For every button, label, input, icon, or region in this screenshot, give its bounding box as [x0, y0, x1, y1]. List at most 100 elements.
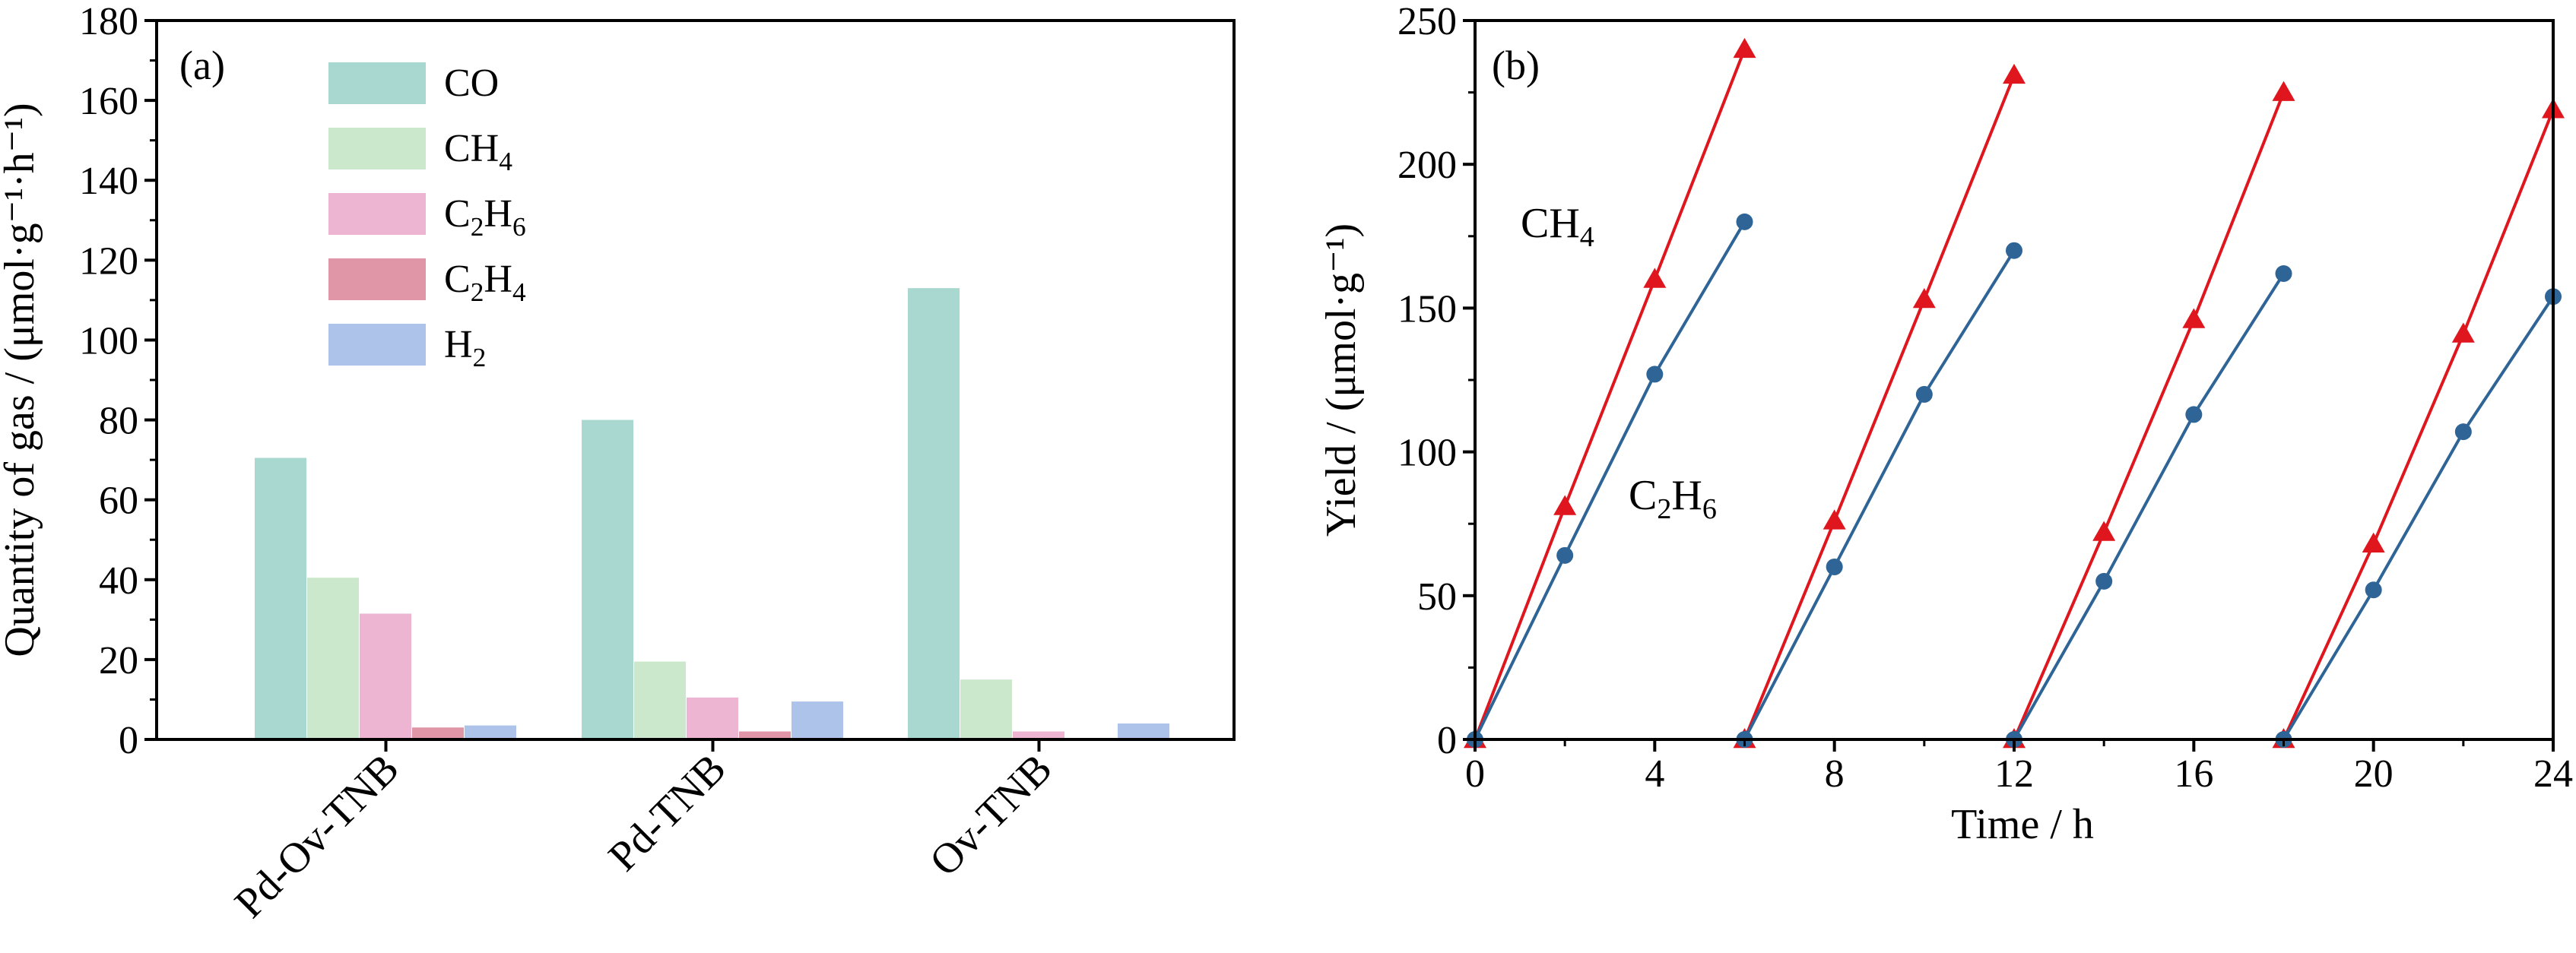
x-tick-label: 24: [2533, 752, 2573, 796]
bar-C2H4-Pd-TNB: [739, 731, 791, 739]
plot-frame-b: [1474, 19, 2555, 741]
panel-label-a: (a): [179, 43, 225, 88]
y-tick-label: 120: [79, 239, 138, 283]
bar-H2-Pd-Ov-TNB: [465, 725, 516, 739]
series-markers: [1464, 37, 2565, 749]
legend-swatch-C2H6: [328, 193, 426, 235]
point-CH4: [2272, 81, 2295, 101]
bar-CO-Pd-Ov-TNB: [255, 458, 306, 739]
point-C2H6: [1556, 546, 1574, 564]
category-labels: Pd-Ov-TNB Pd-TNB Ov-TNB: [226, 739, 1061, 927]
series-label-CH4: CH4: [1521, 200, 1594, 253]
y-tick-label: 100: [1397, 432, 1457, 475]
point-C2H6: [2185, 406, 2203, 423]
point-CH4: [1733, 37, 1756, 59]
point-CH4: [2362, 532, 2385, 552]
point-CH4: [2092, 521, 2116, 541]
legend-swatch-CO: [328, 62, 426, 104]
series-line-CH4-cycle-4: [2282, 109, 2555, 740]
point-C2H6: [2365, 581, 2382, 599]
point-CH4: [1823, 509, 1846, 530]
point-C2H6: [2095, 572, 2113, 590]
series-lines: [1474, 49, 2555, 741]
point-CH4: [1912, 288, 1936, 309]
series-line-C2H6-cycle-3: [2013, 272, 2286, 740]
x-ticks-b: 0 4 8 12 16 20 24: [1465, 739, 2573, 796]
legend-label-H2: H2: [444, 323, 486, 372]
legend-label-CO: CO: [444, 62, 499, 105]
point-C2H6: [1915, 385, 1933, 403]
x-tick-label: 8: [1825, 752, 1845, 796]
point-CH4: [2182, 308, 2206, 328]
point-C2H6: [2275, 264, 2292, 282]
point-C2H6: [2454, 423, 2472, 441]
y-tick-label: 20: [99, 639, 138, 682]
bar-C2H6-Pd-Ov-TNB: [360, 613, 411, 739]
x-tick-label: 16: [2174, 752, 2213, 796]
bar-C2H6-Ov-TNB: [1013, 731, 1064, 739]
y-tick-label: 200: [1397, 144, 1457, 187]
y-tick-label: 50: [1417, 575, 1457, 619]
category-label: Pd-Ov-TNB: [226, 745, 408, 927]
panel-label-b: (b): [1492, 43, 1540, 88]
legend-label-C2H4: C2H4: [444, 258, 526, 307]
bar-CO-Ov-TNB: [908, 288, 960, 740]
legend: CO CH4 C2H6 C2H4 H2: [328, 62, 526, 372]
point-CH4: [2003, 63, 2026, 84]
x-tick-label: 12: [1994, 752, 2034, 796]
y-tick-label: 180: [79, 0, 138, 43]
y-axis-label-a: Quantity of gas / (μmol·g⁻¹·h⁻¹): [0, 103, 43, 657]
series-line-C2H6-cycle-4: [2282, 296, 2555, 741]
legend-label-CH4: CH4: [444, 127, 512, 176]
series-line-CH4-cycle-1: [1474, 49, 1746, 740]
bar-C2H6-Pd-TNB: [687, 697, 738, 739]
x-tick-label: 20: [2354, 752, 2394, 796]
bar-chart-panel-a: CO CH4 C2H6 C2H4 H2 0 20 40 60 80 100 120 140 160 180…: [0, 0, 1236, 927]
legend-swatch-CH4: [328, 128, 426, 169]
series-line-C2H6-cycle-1: [1474, 220, 1746, 740]
y-tick-label: 140: [79, 160, 138, 203]
series-line-C2H6-cycle-2: [1743, 249, 2016, 740]
y-ticks-a: 0 20 40 60 80 100 120 140 160 180: [79, 0, 157, 762]
bar-H2-Pd-TNB: [792, 701, 843, 739]
y-tick-label: 40: [99, 559, 138, 603]
x-axis-label-b: Time / h: [1951, 801, 2094, 848]
y-tick-label: 100: [79, 319, 138, 363]
legend-swatch-C2H4: [328, 258, 426, 300]
y-ticks-b: 0 50 100 150 200 250: [1397, 0, 1475, 762]
series-line-CH4-cycle-2: [1743, 74, 2016, 740]
point-C2H6: [1736, 213, 1753, 230]
x-tick-label: 0: [1465, 752, 1485, 796]
series-label-C2H6: C2H6: [1629, 472, 1717, 525]
point-C2H6: [1646, 366, 1664, 383]
legend-label-C2H6: C2H6: [444, 192, 526, 242]
category-label: Pd-TNB: [600, 745, 735, 880]
point-CH4: [1553, 495, 1577, 515]
bar-group: [255, 288, 1169, 740]
y-tick-label: 0: [119, 719, 138, 762]
y-tick-label: 60: [99, 480, 138, 523]
point-CH4: [2451, 322, 2475, 343]
bar-CH4-Pd-TNB: [634, 661, 686, 739]
bar-CO-Pd-TNB: [582, 420, 633, 739]
y-tick-label: 0: [1437, 719, 1457, 762]
series-labels: CH4 C2H6: [1521, 200, 1717, 525]
bar-CH4-Pd-Ov-TNB: [307, 578, 359, 739]
y-axis-label-b: Yield / (μmol·g⁻¹): [1318, 223, 1365, 537]
y-tick-label: 80: [99, 400, 138, 443]
point-C2H6: [2006, 242, 2022, 259]
point-CH4: [1643, 268, 1667, 288]
y-tick-label: 160: [79, 80, 138, 123]
category-label: Ov-TNB: [921, 745, 1061, 885]
y-tick-label: 250: [1397, 0, 1457, 43]
bar-H2-Ov-TNB: [1118, 723, 1169, 739]
y-tick-label: 150: [1397, 287, 1457, 331]
series-line-CH4-cycle-3: [2013, 91, 2286, 740]
legend-swatch-H2: [328, 324, 426, 366]
bar-C2H4-Pd-Ov-TNB: [412, 727, 464, 739]
bar-CH4-Ov-TNB: [960, 679, 1012, 739]
point-C2H6: [1826, 558, 1843, 575]
x-tick-label: 4: [1645, 752, 1664, 796]
